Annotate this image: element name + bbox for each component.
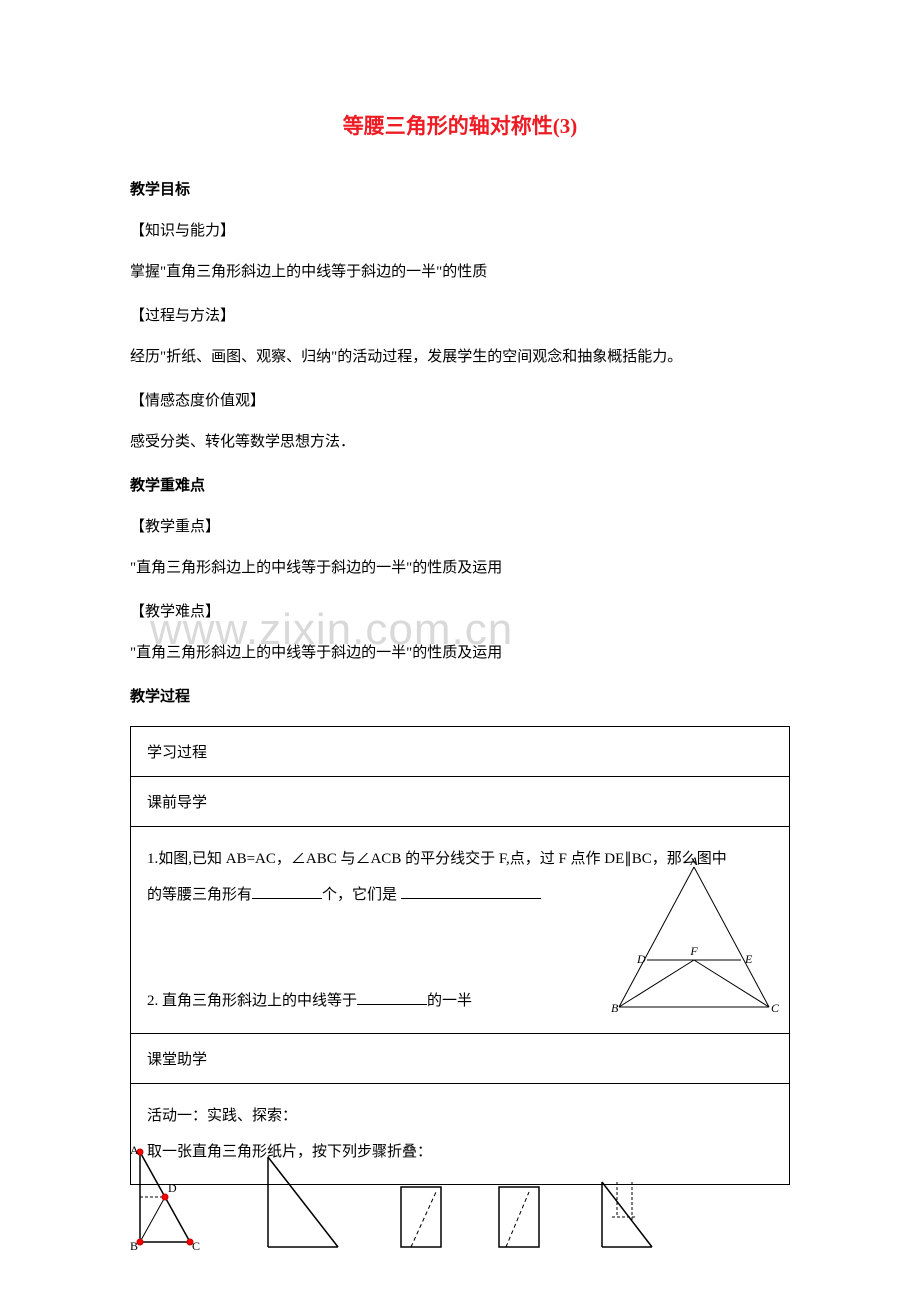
knowledge-text: 掌握"直角三角形斜边上的中线等于斜边的一半"的性质 [130, 260, 790, 284]
q2-text-b: 的一半 [427, 993, 472, 1009]
svg-text:E: E [744, 952, 753, 966]
process-main-heading: 教学过程 [130, 685, 790, 706]
svg-text:A: A [689, 857, 698, 868]
knowledge-heading: 【知识与能力】 [130, 219, 790, 240]
process-heading: 【过程与方法】 [130, 304, 790, 325]
q1-text-b: 的等腰三角形有 [147, 887, 252, 903]
table-row: 活动一：实践、探索： 取一张直角三角形纸片，按下列步骤折叠： [131, 1084, 789, 1184]
fold-figure-3 [396, 1182, 446, 1252]
svg-text:D: D [636, 952, 646, 966]
learning-table: 学习过程 课前导学 1.如图,已知 AB=AC，∠ABC 与∠ACB 的平分线交… [130, 726, 790, 1185]
key-text: "直角三角形斜边上的中线等于斜边的一半"的性质及运用 [130, 556, 790, 580]
page-content: 等腰三角形的轴对称性(3) 教学目标 【知识与能力】 掌握"直角三角形斜边上的中… [130, 110, 790, 1185]
blank-fill [252, 885, 322, 899]
triangle-figure: A B C D E F [609, 857, 779, 1017]
table-row: 1.如图,已知 AB=AC，∠ABC 与∠ACB 的平分线交于 F,点，过 F … [131, 827, 789, 1034]
objectives-heading: 教学目标 [130, 178, 790, 199]
hard-heading: 【教学难点】 [130, 600, 790, 621]
blank-fill [357, 991, 427, 1005]
activity-text-2: 取一张直角三角形纸片，按下列步骤折叠： [147, 1134, 773, 1170]
blank-fill [401, 885, 541, 899]
emotion-heading: 【情感态度价值观】 [130, 389, 790, 410]
svg-text:B: B [130, 1239, 138, 1252]
emotion-text: 感受分类、转化等数学思想方法． [130, 430, 790, 454]
page-title: 等腰三角形的轴对称性(3) [130, 110, 790, 140]
fold-figure-4 [494, 1182, 544, 1252]
svg-text:C: C [192, 1239, 200, 1252]
hard-text: "直角三角形斜边上的中线等于斜边的一半"的性质及运用 [130, 641, 790, 665]
svg-text:B: B [611, 1001, 619, 1015]
table-row: 课前导学 [131, 777, 789, 827]
table-row: 学习过程 [131, 727, 789, 777]
key-heading: 【教学重点】 [130, 515, 790, 536]
q1-text-c: 个，它们是 [322, 887, 397, 903]
activity-text-1: 活动一：实践、探索： [147, 1098, 773, 1134]
svg-text:C: C [771, 1001, 779, 1015]
svg-text:F: F [689, 944, 698, 958]
table-row: 课堂助学 [131, 1034, 789, 1084]
process-text: 经历"折纸、画图、观察、归纳"的活动过程，发展学生的空间观念和抽象概括能力。 [130, 345, 790, 369]
q2-text-a: 2. 直角三角形斜边上的中线等于 [147, 993, 357, 1009]
difficulty-heading: 教学重难点 [130, 474, 790, 495]
